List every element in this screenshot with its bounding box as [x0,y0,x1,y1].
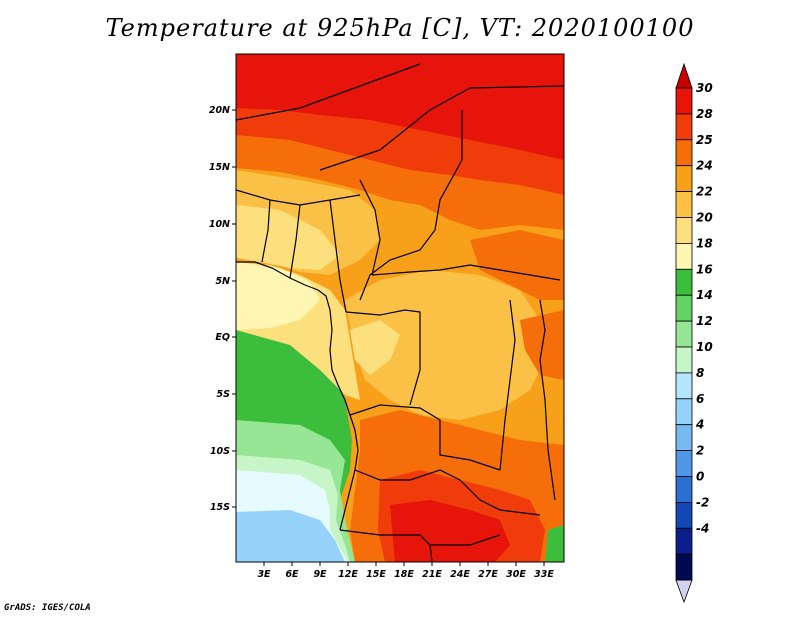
colorbar-swatch [675,87,693,115]
x-label-3e: 3E [257,569,271,580]
field-20-22-west [236,205,340,270]
x-label-33e: 33E [534,569,554,580]
border-car [371,264,561,281]
colorbar-bottom-arrow [675,579,693,604]
border-great-lakes [499,299,516,471]
colorbar-label: 20 [696,211,713,225]
colorbar-label: 30 [696,81,713,95]
colorbar-swatch [675,268,693,296]
map-frame [235,53,565,563]
x-label-18e: 18E [394,569,414,580]
border-chad-west [359,179,381,276]
border-west-1 [261,199,271,263]
x-axis: 3E 6E 9E 12E 15E 18E 21E 24E 27E 30E 33E [257,562,554,580]
y-label-15s: 15S [210,502,230,513]
colorbar-label: 24 [696,159,713,173]
field-6-8 [236,510,345,562]
colorbar-swatch [675,346,693,374]
temperature-field [236,54,564,562]
colorbar-label: 18 [696,236,713,250]
colorbar-swatch [675,320,693,348]
colorbar-swatch [675,294,693,322]
colorbar-label: 0 [696,470,704,484]
field-18-20-coast [236,262,320,330]
colorbar-top-arrow [675,62,693,89]
colorbar-swatch [675,424,693,452]
colorbar-label: 14 [696,288,713,302]
colorbar-swatch [675,165,693,192]
colorbar-swatch [675,501,693,529]
border-nigeria [329,199,347,313]
colorbar-swatch [675,113,693,141]
border-north-1 [319,85,564,171]
colorbar-label: 6 [696,392,704,406]
y-label-15n: 15N [209,162,230,173]
colorbar-label: 25 [696,133,713,147]
y-axis: 20N 15N 10N 5N EQ 5S 10S 15S [209,105,236,513]
border-angola-north [349,404,501,471]
y-label-eq: EQ [215,332,230,343]
x-label-15e: 15E [366,569,386,580]
colorbar-label: 12 [696,314,713,328]
x-label-21e: 21E [422,569,442,580]
x-label-24e: 24E [450,569,470,580]
border-north-2 [236,63,421,121]
border-west-2 [289,204,301,279]
border-chad-east [359,110,463,301]
colorbar-swatch [675,450,693,477]
x-label-6e: 6E [285,569,299,580]
colorbar-swatch [675,553,693,581]
y-label-10s: 10S [210,446,230,457]
colorbar-label: 10 [696,340,713,354]
colorbar-swatch [675,191,693,218]
field-30-north [236,54,564,160]
y-label-10n: 10N [209,219,230,230]
colorbar-label: -4 [696,521,709,535]
x-label-12e: 12E [338,569,358,580]
colorbar-label: 4 [695,418,704,432]
y-label-5n: 5N [215,276,230,287]
field-30-south [390,500,510,562]
border-east [539,299,556,501]
field-16-18-se [545,525,564,562]
colorbar-swatch [675,527,693,555]
border-namibia [339,529,501,546]
colorbar-swatch [675,242,693,270]
colorbar-label: 22 [696,185,713,199]
colorbar-swatch [675,139,693,167]
x-label-27e: 27E [478,569,498,580]
y-label-20n: 20N [209,105,230,116]
grads-credit: GrADS: IGES/COLA [4,603,91,613]
colorbar-label: -2 [696,495,709,509]
colorbar-swatch [675,476,693,503]
x-label-30e: 30E [506,569,526,580]
colorbar-label: 16 [696,262,713,276]
y-label-5s: 5S [217,389,231,400]
field-25-28-east [470,230,564,300]
colorbar-label: 2 [696,444,704,458]
x-label-9e: 9E [313,569,327,580]
coastline [236,261,359,531]
field-20-22-gabon [350,320,400,375]
country-boundaries [236,63,564,562]
colorbar-label: 8 [696,366,704,380]
border-angola-south [354,469,541,516]
border-congo [345,309,421,406]
colorbar-label: 28 [696,107,713,121]
border-botswana [429,544,433,562]
figure-title: Temperature at 925hPa [C], VT: 202010010… [105,14,695,42]
colorbar-swatch [675,398,693,426]
colorbar-swatch [675,217,693,244]
field-22-24-congo [345,270,545,420]
colorbar-swatch [675,372,693,400]
